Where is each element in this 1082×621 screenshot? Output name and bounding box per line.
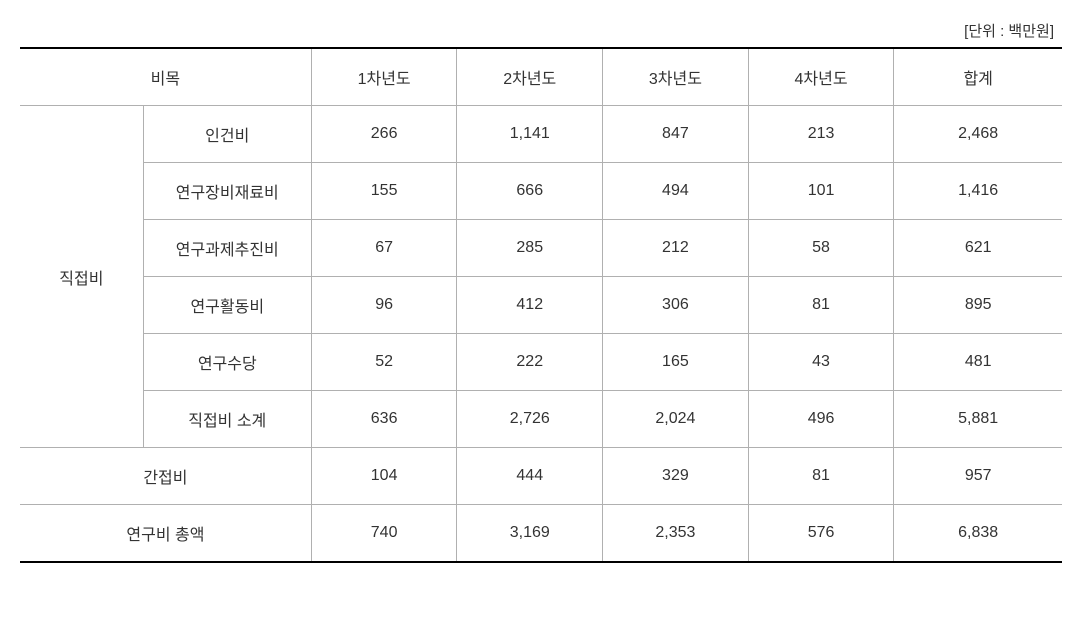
row-label: 직접비 소계 <box>143 391 311 448</box>
cell-value: 496 <box>748 391 894 448</box>
cell-value: 58 <box>748 220 894 277</box>
cell-value: 101 <box>748 163 894 220</box>
cell-value: 1,141 <box>457 106 603 163</box>
cell-value: 636 <box>311 391 457 448</box>
row-label: 연구장비재료비 <box>143 163 311 220</box>
cell-value: 847 <box>603 106 749 163</box>
table-header-row: 비목 1차년도 2차년도 3차년도 4차년도 합계 <box>20 48 1062 106</box>
header-year1: 1차년도 <box>311 48 457 106</box>
row-label: 연구수당 <box>143 334 311 391</box>
cell-value: 81 <box>748 277 894 334</box>
cell-value: 2,024 <box>603 391 749 448</box>
cell-value: 412 <box>457 277 603 334</box>
direct-cost-group-label: 직접비 <box>20 106 143 448</box>
header-total: 합계 <box>894 48 1062 106</box>
cell-value: 52 <box>311 334 457 391</box>
table-row: 연구활동비 96 412 306 81 895 <box>20 277 1062 334</box>
cell-value: 494 <box>603 163 749 220</box>
cell-value: 329 <box>603 448 749 505</box>
table-row: 직접비 인건비 266 1,141 847 213 2,468 <box>20 106 1062 163</box>
cell-value: 104 <box>311 448 457 505</box>
cell-value: 155 <box>311 163 457 220</box>
cell-value: 6,838 <box>894 505 1062 563</box>
row-label: 인건비 <box>143 106 311 163</box>
cell-value: 306 <box>603 277 749 334</box>
cell-value: 222 <box>457 334 603 391</box>
cell-value: 213 <box>748 106 894 163</box>
cell-value: 444 <box>457 448 603 505</box>
cell-value: 3,169 <box>457 505 603 563</box>
cell-value: 2,353 <box>603 505 749 563</box>
cell-value: 621 <box>894 220 1062 277</box>
row-label: 연구과제추진비 <box>143 220 311 277</box>
cell-value: 2,726 <box>457 391 603 448</box>
cell-value: 740 <box>311 505 457 563</box>
cell-value: 576 <box>748 505 894 563</box>
budget-table: 비목 1차년도 2차년도 3차년도 4차년도 합계 직접비 인건비 266 1,… <box>20 47 1062 563</box>
cell-value: 2,468 <box>894 106 1062 163</box>
cell-value: 43 <box>748 334 894 391</box>
table-row: 연구비 총액 740 3,169 2,353 576 6,838 <box>20 505 1062 563</box>
cell-value: 1,416 <box>894 163 1062 220</box>
unit-label: [단위 : 백만원] <box>20 20 1062 41</box>
cell-value: 266 <box>311 106 457 163</box>
cell-value: 165 <box>603 334 749 391</box>
table-row: 직접비 소계 636 2,726 2,024 496 5,881 <box>20 391 1062 448</box>
cell-value: 212 <box>603 220 749 277</box>
table-row: 연구장비재료비 155 666 494 101 1,416 <box>20 163 1062 220</box>
cell-value: 5,881 <box>894 391 1062 448</box>
cell-value: 67 <box>311 220 457 277</box>
header-year4: 4차년도 <box>748 48 894 106</box>
cell-value: 81 <box>748 448 894 505</box>
cell-value: 481 <box>894 334 1062 391</box>
grand-total-label: 연구비 총액 <box>20 505 311 563</box>
row-label: 연구활동비 <box>143 277 311 334</box>
header-category: 비목 <box>20 48 311 106</box>
header-year3: 3차년도 <box>603 48 749 106</box>
table-row: 연구과제추진비 67 285 212 58 621 <box>20 220 1062 277</box>
header-year2: 2차년도 <box>457 48 603 106</box>
cell-value: 96 <box>311 277 457 334</box>
table-row: 연구수당 52 222 165 43 481 <box>20 334 1062 391</box>
table-row: 간접비 104 444 329 81 957 <box>20 448 1062 505</box>
cell-value: 957 <box>894 448 1062 505</box>
cell-value: 285 <box>457 220 603 277</box>
indirect-cost-label: 간접비 <box>20 448 311 505</box>
cell-value: 666 <box>457 163 603 220</box>
cell-value: 895 <box>894 277 1062 334</box>
